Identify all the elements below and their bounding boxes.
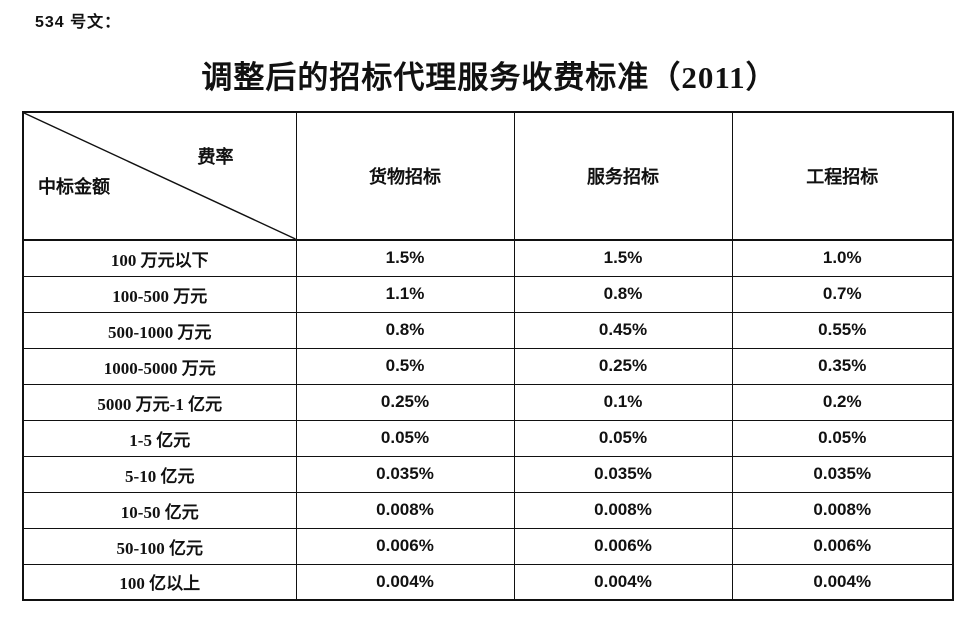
table-row: 500-1000 万元 0.8% 0.45% 0.55%	[22, 311, 954, 349]
fee-rate-cell: 0.035%	[513, 455, 733, 493]
fee-rate-cell: 0.05%	[731, 419, 954, 457]
page-title: 调整后的招标代理服务收费标准（2011）	[201, 60, 778, 95]
fee-rate-cell: 0.45%	[513, 311, 733, 349]
row-label: 1-5 亿元	[22, 419, 297, 457]
fee-rate-cell: 0.008%	[295, 491, 515, 529]
fee-rate-cell: 0.5%	[295, 347, 515, 385]
fee-rate-cell: 0.8%	[513, 275, 733, 313]
row-label: 10-50 亿元	[22, 491, 297, 529]
column-header-service-tender: 服务招标	[513, 111, 733, 241]
header-row: 费率 中标金额 货物招标 服务招标 工程招标	[22, 111, 954, 241]
fee-rate-cell: 0.05%	[513, 419, 733, 457]
fee-rate-cell: 1.1%	[295, 275, 515, 313]
table-row: 10-50 亿元 0.008% 0.008% 0.008%	[22, 491, 954, 529]
fee-rate-cell: 0.006%	[731, 527, 954, 565]
table-row: 1000-5000 万元 0.5% 0.25% 0.35%	[22, 347, 954, 385]
fee-rate-cell: 0.006%	[295, 527, 515, 565]
table-row: 1-5 亿元 0.05% 0.05% 0.05%	[22, 419, 954, 457]
table-row: 5000 万元-1 亿元 0.25% 0.1% 0.2%	[22, 383, 954, 421]
table-row: 100 万元以下 1.5% 1.5% 1.0%	[22, 239, 954, 277]
fee-rate-cell: 0.25%	[513, 347, 733, 385]
row-label: 50-100 亿元	[22, 527, 297, 565]
fee-rate-cell: 0.8%	[295, 311, 515, 349]
fee-rate-cell: 0.006%	[513, 527, 733, 565]
fee-rate-cell: 0.035%	[731, 455, 954, 493]
table-row: 5-10 亿元 0.035% 0.035% 0.035%	[22, 455, 954, 493]
table-row: 100 亿以上 0.004% 0.004% 0.004%	[22, 563, 954, 601]
fee-rate-cell: 0.004%	[731, 563, 954, 601]
column-header-goods-tender: 货物招标	[295, 111, 515, 241]
fee-rate-cell: 0.7%	[731, 275, 954, 313]
fee-rate-cell: 0.2%	[731, 383, 954, 421]
row-label: 5-10 亿元	[22, 455, 297, 493]
doc-number-label: 534 号文：	[35, 14, 122, 31]
fee-standards-table: 费率 中标金额 货物招标 服务招标 工程招标 100 万元以下 1.5% 1.5…	[22, 111, 954, 601]
row-label: 100-500 万元	[22, 275, 297, 313]
fee-rate-cell: 0.035%	[295, 455, 515, 493]
diagonal-corner-cell: 费率 中标金额	[22, 111, 297, 241]
fee-rate-cell: 1.5%	[513, 239, 733, 277]
fee-rate-cell: 0.004%	[295, 563, 515, 601]
fee-rate-cell: 0.05%	[295, 419, 515, 457]
column-header-engineering-tender: 工程招标	[731, 111, 954, 241]
table-row: 100-500 万元 1.1% 0.8% 0.7%	[22, 275, 954, 313]
fee-rate-cell: 0.008%	[731, 491, 954, 529]
fee-rate-cell: 1.5%	[295, 239, 515, 277]
fee-rate-cell: 0.004%	[513, 563, 733, 601]
fee-rate-cell: 0.35%	[731, 347, 954, 385]
row-label: 1000-5000 万元	[22, 347, 297, 385]
fee-rate-cell: 1.0%	[731, 239, 954, 277]
fee-rate-cell: 0.55%	[731, 311, 954, 349]
table-row: 50-100 亿元 0.006% 0.006% 0.006%	[22, 527, 954, 565]
row-label: 100 万元以下	[22, 239, 297, 277]
fee-rate-cell: 0.25%	[295, 383, 515, 421]
row-label: 100 亿以上	[22, 563, 297, 601]
fee-rate-cell: 0.1%	[513, 383, 733, 421]
row-label: 500-1000 万元	[22, 311, 297, 349]
corner-label-fee-rate: 费率	[197, 147, 234, 167]
fee-rate-cell: 0.008%	[513, 491, 733, 529]
diagonal-divider-line	[24, 113, 296, 239]
corner-label-bid-amount: 中标金额	[38, 177, 110, 197]
row-label: 5000 万元-1 亿元	[22, 383, 297, 421]
